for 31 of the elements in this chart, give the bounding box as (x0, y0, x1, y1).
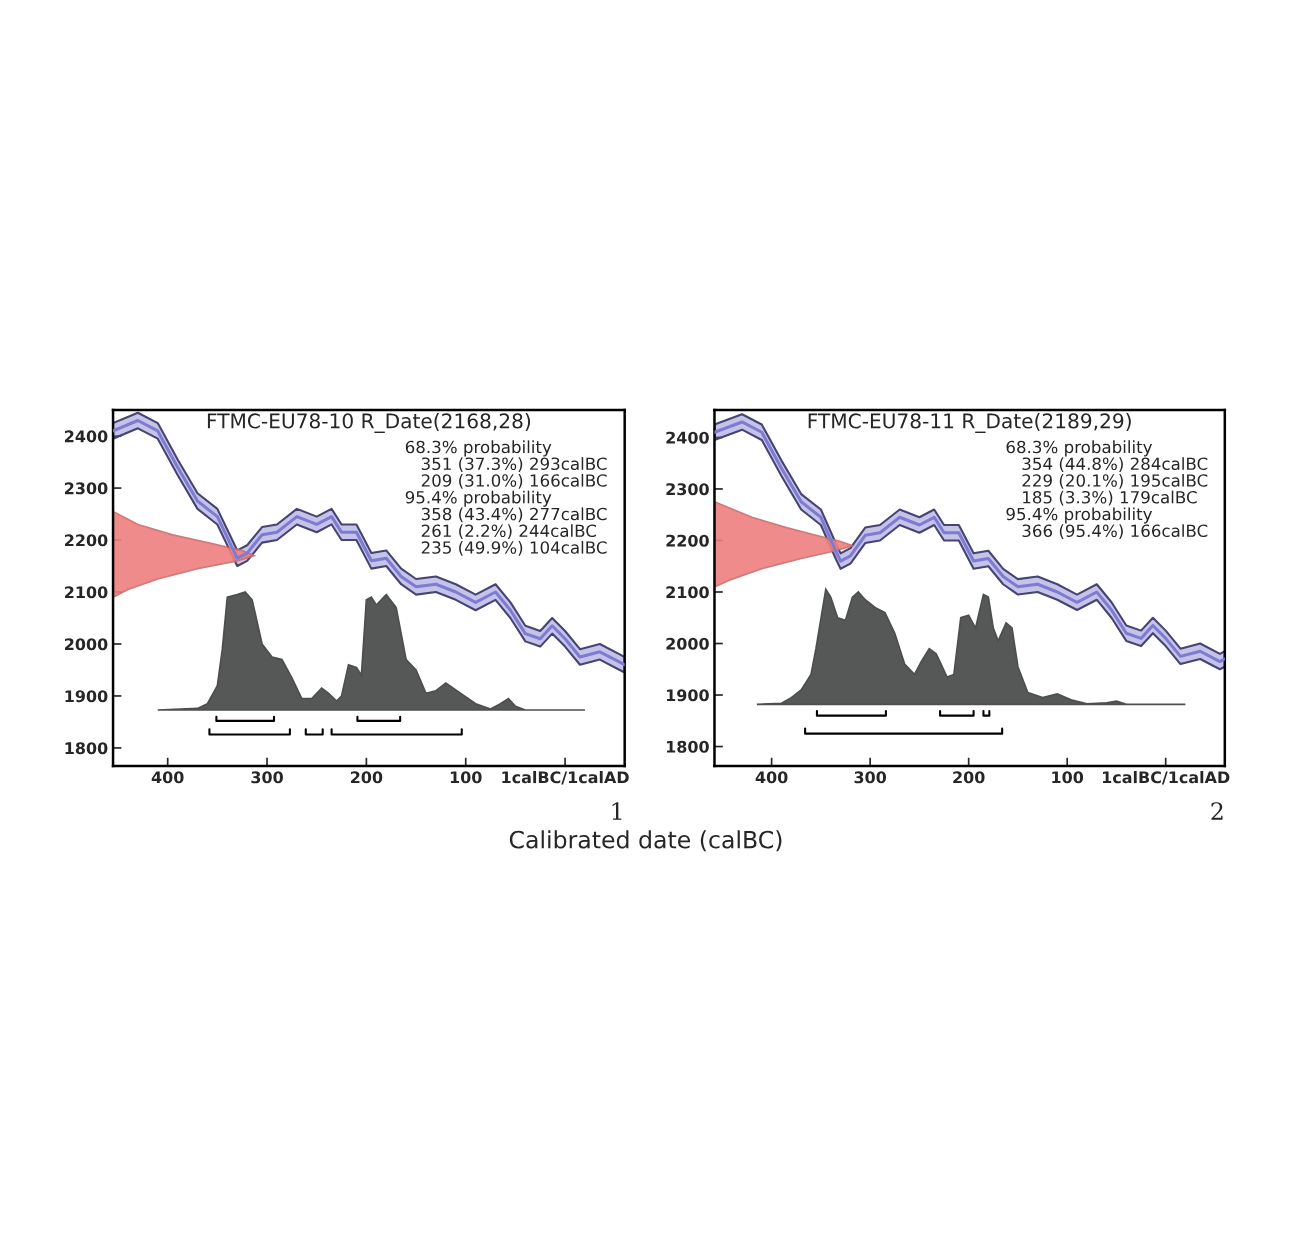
annotation: 68.3% probability 351 (37.3%) 293calBC 209 (31.0%) 166calBC 95.4% probability 358 (43.4%) 277calBC 261 (2.2%) 244calBC 235 (49.9%) 104calBC (405, 440, 607, 556)
y-tick-label: 2400 (65, 430, 108, 443)
x-tick-label: 100 (1052, 771, 1084, 784)
x-tick-label: 1calBC/1calAD (1102, 770, 1230, 785)
y-tick-label: 2300 (65, 482, 108, 495)
y-tick-label: 2100 (65, 586, 108, 599)
x-tick-label: 300 (251, 771, 283, 784)
y-tick-label: 2200 (65, 534, 108, 547)
x-tick-label: 200 (953, 771, 985, 784)
y-tick-label: 1800 (666, 740, 709, 753)
x-axis-title: Calibrated date (calBC) (509, 830, 782, 852)
x-tick-label: 100 (450, 771, 482, 784)
x-tick-label: 300 (854, 771, 887, 784)
y-tick-label: 2300 (666, 483, 709, 496)
y-tick-label: 1800 (65, 742, 108, 755)
x-tick-label: 200 (350, 771, 383, 784)
text: 2 (1211, 802, 1223, 820)
y-tick-label: 1900 (666, 689, 709, 702)
annotation: 68.3% probability 354 (44.8%) 284calBC 229 (20.1%) 195calBC 185 (3.3%) 179calBC 95.4% probability 366 (95.4%) 166calBC (1006, 440, 1208, 540)
chart-title: FTMC-EU78-11 R_Date(2189,29) (808, 412, 1131, 433)
y-tick-label: 1900 (65, 690, 108, 703)
y-tick-label: 2400 (666, 431, 709, 444)
text: 1 (612, 802, 622, 820)
chart-title: FTMC-EU78-10 R_Date(2168,28) (207, 412, 531, 433)
x-tick-label: 400 (151, 771, 184, 784)
y-tick-label: 2000 (666, 637, 709, 650)
x-tick-label: 400 (755, 771, 788, 784)
x-tick-label: 1calBC/1calAD (502, 770, 629, 785)
y-tick-label: 2100 (666, 586, 709, 599)
y-tick-label: 2200 (666, 534, 709, 547)
y-tick-label: 2000 (65, 638, 108, 651)
